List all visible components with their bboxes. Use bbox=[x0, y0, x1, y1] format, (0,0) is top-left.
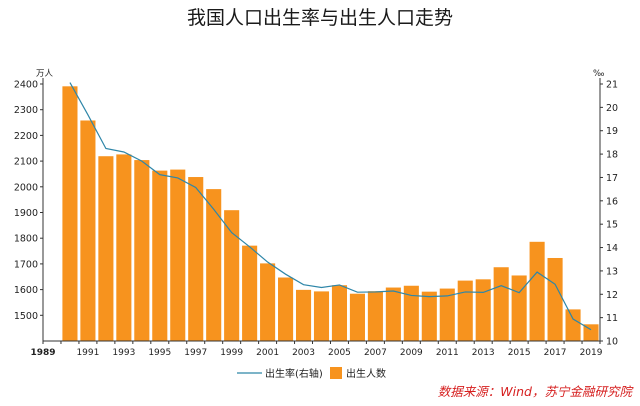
right-tick-label-10: 10 bbox=[606, 337, 618, 348]
left-axis: 1500 1600 1700 1800 1900 2000 2100 2200 2300 2400 bbox=[14, 78, 44, 341]
bar-2004 bbox=[313, 291, 330, 341]
right-tick-label-14: 14 bbox=[606, 243, 618, 254]
right-tick-label-12: 12 bbox=[606, 290, 618, 301]
bar-1991 bbox=[80, 120, 96, 342]
right-tick-label-17: 17 bbox=[606, 173, 618, 184]
legend-label-births: 出生人数 bbox=[346, 367, 386, 380]
x-tick-label-1993: 1993 bbox=[112, 348, 135, 358]
bar-2001 bbox=[260, 263, 276, 341]
bar-1996 bbox=[170, 169, 186, 341]
x-tick-label-2011: 2011 bbox=[436, 348, 459, 358]
x-tick-label-2019: 2019 bbox=[580, 348, 603, 358]
left-tick-label-2400: 2400 bbox=[14, 80, 38, 91]
x-tick-label-2001: 2001 bbox=[256, 348, 279, 358]
bar-2015 bbox=[511, 275, 527, 341]
x-tick-label-1997: 1997 bbox=[184, 348, 207, 358]
bar-1994 bbox=[134, 160, 150, 341]
legend: 出生率(右轴) 出生人数 bbox=[237, 367, 386, 380]
bar-2016 bbox=[529, 241, 545, 341]
left-tick-label-2100: 2100 bbox=[14, 157, 38, 168]
bar-2006 bbox=[349, 293, 365, 341]
left-tick-label-1500: 1500 bbox=[14, 311, 38, 322]
x-tick-label-2013: 2013 bbox=[472, 348, 495, 358]
bar-2010 bbox=[421, 291, 437, 341]
chart-title: 我国人口出生率与出生人口走势 bbox=[187, 7, 453, 29]
x-tick-label-2009: 2009 bbox=[400, 348, 423, 358]
x-tick-label-1991: 1991 bbox=[76, 348, 99, 358]
bar-2005 bbox=[331, 285, 348, 341]
bar-2017 bbox=[547, 257, 563, 341]
bar-1993 bbox=[116, 154, 132, 341]
x-tick-label-2003: 2003 bbox=[292, 348, 315, 358]
right-tick-label-11: 11 bbox=[606, 313, 618, 324]
bar-1992 bbox=[98, 156, 114, 341]
x-tick-label-2015: 2015 bbox=[508, 348, 531, 358]
bar-2008 bbox=[385, 287, 401, 341]
right-axis: 10 11 12 13 14 15 16 17 18 19 20 21 bbox=[599, 78, 618, 348]
x-axis: 1989 1991 1993 1995 1997 1999 2001 2003 2005 2007… bbox=[30, 340, 603, 358]
birth-rate-line bbox=[69, 82, 592, 331]
left-tick-label-1600: 1600 bbox=[14, 285, 38, 296]
right-tick-label-15: 15 bbox=[606, 220, 618, 231]
x-tick-label-2007: 2007 bbox=[364, 348, 387, 358]
bar-2009 bbox=[403, 285, 419, 341]
bar-2000 bbox=[242, 245, 258, 341]
bar-2011 bbox=[439, 288, 455, 341]
bar-1995 bbox=[152, 170, 168, 341]
bar-2012 bbox=[457, 280, 473, 341]
right-axis-unit: ‰ bbox=[593, 69, 604, 79]
bar-2003 bbox=[295, 289, 312, 341]
x-tick-label-1999: 1999 bbox=[220, 348, 243, 358]
left-axis-unit: 万人 bbox=[36, 69, 54, 79]
x-tick-label-2005: 2005 bbox=[328, 348, 351, 358]
left-tick-label-2200: 2200 bbox=[14, 131, 38, 142]
bar-1999 bbox=[224, 210, 240, 341]
left-tick-label-2300: 2300 bbox=[14, 105, 38, 116]
bar-2007 bbox=[367, 291, 383, 341]
bar-2018 bbox=[565, 309, 581, 341]
right-tick-label-16: 16 bbox=[606, 196, 618, 207]
legend-bar-swatch bbox=[330, 367, 342, 379]
plot-area bbox=[62, 82, 599, 342]
bar-2019 bbox=[583, 324, 599, 341]
left-tick-label-1800: 1800 bbox=[14, 234, 38, 245]
x-tick-label-2017: 2017 bbox=[544, 348, 567, 358]
left-tick-label-1900: 1900 bbox=[14, 208, 38, 219]
legend-label-birth-rate: 出生率(右轴) bbox=[265, 367, 323, 380]
right-tick-label-13: 13 bbox=[606, 266, 618, 277]
x-tick-label-1995: 1995 bbox=[148, 348, 171, 358]
bar-2002 bbox=[278, 277, 294, 341]
right-tick-label-19: 19 bbox=[606, 126, 618, 137]
right-tick-label-18: 18 bbox=[606, 150, 618, 161]
source-note: 数据来源：Wind，苏宁金融研究院 bbox=[438, 384, 635, 399]
left-tick-label-2000: 2000 bbox=[14, 182, 38, 193]
bar-1990 bbox=[62, 86, 78, 341]
left-tick-label-1700: 1700 bbox=[14, 259, 38, 270]
x-tick-label-1989: 1989 bbox=[30, 348, 55, 358]
bar-1997 bbox=[188, 177, 204, 341]
right-tick-label-20: 20 bbox=[606, 103, 618, 114]
bar-2014 bbox=[493, 267, 509, 341]
bar-2013 bbox=[475, 279, 491, 341]
right-tick-label-21: 21 bbox=[606, 80, 618, 91]
bar-1998 bbox=[206, 189, 222, 341]
